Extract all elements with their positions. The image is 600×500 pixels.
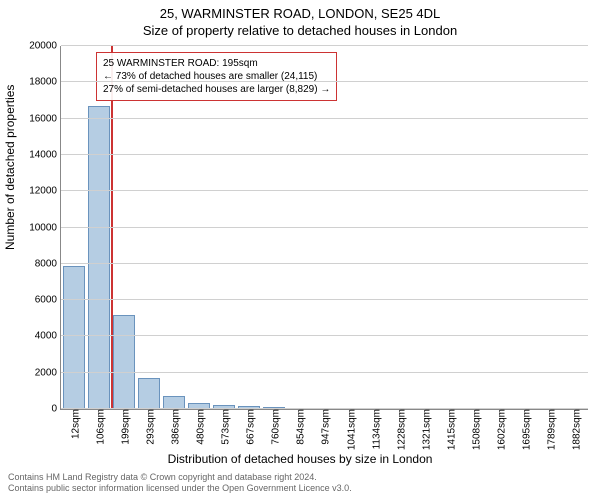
x-tick-slot: 1041sqm [337, 46, 362, 409]
x-tick-label: 1602sqm [493, 409, 508, 450]
x-tick-label: 12sqm [66, 409, 81, 439]
x-tick-label: 573sqm [217, 409, 232, 445]
y-tick-label: 20000 [29, 41, 61, 52]
plot-area: 12sqm106sqm199sqm293sqm386sqm480sqm573sq… [60, 46, 588, 410]
y-tick-label: 10000 [29, 222, 61, 233]
gridline-h [61, 335, 588, 336]
annotation-line1: 25 WARMINSTER ROAD: 195sqm [103, 57, 330, 70]
x-tick-label: 386sqm [166, 409, 181, 445]
page-subtitle: Size of property relative to detached ho… [0, 21, 600, 38]
y-tick-label: 2000 [35, 367, 61, 378]
annotation-line3: 27% of semi-detached houses are larger (… [103, 83, 330, 96]
y-tick-label: 4000 [35, 331, 61, 342]
x-tick-slot: 1134sqm [362, 46, 387, 409]
gridline-h [61, 408, 588, 409]
gridline-h [61, 227, 588, 228]
x-tick-slot: 1228sqm [387, 46, 412, 409]
x-tick-label: 1041sqm [342, 409, 357, 450]
x-tick-slot: 12sqm [61, 46, 86, 409]
footer: Contains HM Land Registry data © Crown c… [0, 468, 600, 499]
gridline-h [61, 299, 588, 300]
y-tick-label: 8000 [35, 258, 61, 269]
x-tick-label: 199sqm [116, 409, 131, 445]
footer-line2: Contains public sector information licen… [8, 483, 592, 494]
x-tick-slot: 1789sqm [538, 46, 563, 409]
y-tick-label: 16000 [29, 113, 61, 124]
gridline-h [61, 81, 588, 82]
x-axis-label: Distribution of detached houses by size … [0, 452, 600, 466]
y-tick-label: 18000 [29, 77, 61, 88]
y-tick-label: 6000 [35, 295, 61, 306]
x-tick-label: 1695sqm [518, 409, 533, 450]
gridline-h [61, 190, 588, 191]
x-tick-label: 1789sqm [543, 409, 558, 450]
page-title: 25, WARMINSTER ROAD, LONDON, SE25 4DL [0, 0, 600, 21]
x-tick-slot: 1695sqm [513, 46, 538, 409]
gridline-h [61, 45, 588, 46]
x-tick-label: 760sqm [267, 409, 282, 445]
gridline-h [61, 263, 588, 264]
x-tick-label: 106sqm [91, 409, 106, 445]
y-tick-label: 12000 [29, 186, 61, 197]
x-tick-slot: 1882sqm [563, 46, 588, 409]
x-tick-label: 480sqm [192, 409, 207, 445]
x-tick-slot: 1321sqm [412, 46, 437, 409]
x-tick-label: 854sqm [292, 409, 307, 445]
chart-area: 12sqm106sqm199sqm293sqm386sqm480sqm573sq… [60, 46, 588, 410]
gridline-h [61, 118, 588, 119]
annotation-box: 25 WARMINSTER ROAD: 195sqm ← 73% of deta… [96, 52, 337, 101]
x-tick-label: 1321sqm [417, 409, 432, 450]
x-tick-label: 1134sqm [367, 409, 382, 449]
y-axis-label: Number of detached properties [3, 85, 17, 250]
x-tick-label: 667sqm [242, 409, 257, 445]
y-tick-label: 0 [51, 404, 61, 415]
x-tick-label: 1508sqm [468, 409, 483, 450]
footer-line1: Contains HM Land Registry data © Crown c… [8, 472, 592, 483]
x-tick-label: 1415sqm [442, 409, 457, 450]
gridline-h [61, 372, 588, 373]
x-tick-slot: 1602sqm [488, 46, 513, 409]
x-tick-label: 947sqm [317, 409, 332, 445]
x-tick-label: 293sqm [141, 409, 156, 445]
x-tick-slot: 1508sqm [463, 46, 488, 409]
gridline-h [61, 154, 588, 155]
y-tick-label: 14000 [29, 149, 61, 160]
x-tick-slot: 1415sqm [437, 46, 462, 409]
x-tick-label: 1228sqm [392, 409, 407, 450]
x-tick-label: 1882sqm [568, 409, 583, 450]
